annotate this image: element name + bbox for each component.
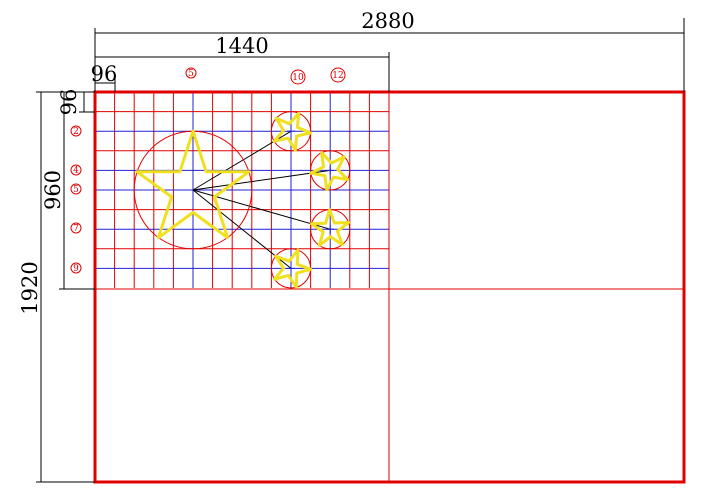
column-marker-12: 12 (330, 67, 346, 83)
small-star-circle (310, 150, 351, 191)
svg-text:4: 4 (73, 166, 79, 176)
svg-text:7: 7 (73, 224, 79, 234)
small-star (309, 208, 351, 247)
dim-unit-height-label: 96 (57, 89, 81, 116)
dim-half-width-label: 1440 (215, 34, 268, 58)
svg-text:10: 10 (292, 73, 304, 83)
column-marker-5: 5 (185, 67, 197, 79)
svg-text:12: 12 (332, 71, 343, 81)
column-marker-10: 10 (290, 69, 306, 85)
small-star (309, 151, 349, 192)
dim-half-height-label: 960 (41, 170, 65, 210)
small-star (272, 111, 312, 152)
svg-text:5: 5 (188, 69, 194, 79)
construction-ray (192, 169, 331, 191)
dim-unit-width-label: 96 (91, 62, 118, 86)
small-star-circle (270, 111, 312, 152)
dim-full-width-label: 2880 (361, 9, 414, 33)
small-star (273, 248, 313, 289)
row-marker-4: 4 (70, 164, 82, 176)
svg-text:2: 2 (73, 127, 79, 137)
row-marker-2: 2 (70, 125, 82, 137)
canton-grid (95, 92, 389, 288)
dimension-lines (36, 18, 685, 483)
row-marker-7: 7 (70, 222, 82, 234)
svg-text:9: 9 (73, 264, 79, 274)
row-marker-5: 5 (70, 183, 82, 195)
construction-rays (192, 130, 331, 269)
dim-full-height-label: 1920 (18, 261, 42, 314)
stars (133, 111, 351, 289)
large-star (135, 129, 251, 240)
row-marker-9: 9 (70, 262, 82, 274)
svg-text:5: 5 (73, 185, 79, 195)
